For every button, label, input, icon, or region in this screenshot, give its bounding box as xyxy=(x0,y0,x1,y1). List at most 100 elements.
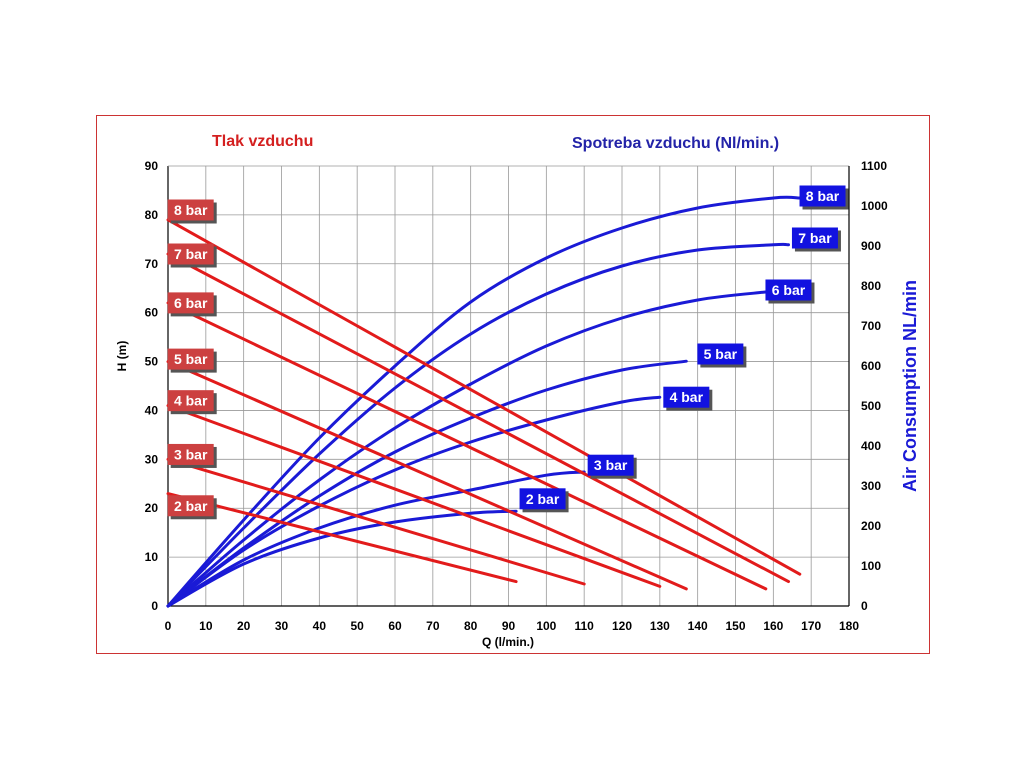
title-left: Tlak vzduchu xyxy=(212,133,313,150)
x-tick-labels: 0 10 20 30 40 50 60 70 80 90 100 110 120 130 140 150 160… xyxy=(165,619,860,633)
x-axis-label: Q (l/min.) xyxy=(482,635,534,649)
x-tick-label: 30 xyxy=(275,619,289,633)
head-tags: 8 bar 7 bar 6 bar 5 bar 4 bar 3 bar 2 bar xyxy=(167,199,217,520)
air-series-line xyxy=(166,290,768,608)
y2-tick-label: 800 xyxy=(861,279,881,293)
y-tick-label: 10 xyxy=(145,550,159,564)
air-tag-label: 4 bar xyxy=(670,389,704,405)
x-tick-label: 140 xyxy=(688,619,708,633)
x-tick-label: 20 xyxy=(237,619,251,633)
x-tick-label: 110 xyxy=(574,619,594,633)
air-series-line xyxy=(166,395,662,608)
head-tag: 5 bar xyxy=(167,348,217,373)
y-tick-label: 0 xyxy=(151,599,158,613)
x-tick-label: 160 xyxy=(763,619,783,633)
title-right: Spotreba vzduchu (Nl/min.) xyxy=(572,135,779,152)
y2-tick-label: 500 xyxy=(861,399,881,413)
y2-tick-label: 100 xyxy=(861,559,881,573)
y2-tick-label: 1100 xyxy=(861,159,887,173)
y-tick-label: 80 xyxy=(145,208,159,222)
chart-frame xyxy=(96,115,930,654)
head-tag-box xyxy=(167,243,214,265)
head-tag-label: 7 bar xyxy=(174,246,208,262)
head-tag-label: 2 bar xyxy=(174,498,208,514)
y2-tick-label: 900 xyxy=(861,239,881,253)
air-series-line xyxy=(166,359,688,608)
y-tick-label: 40 xyxy=(145,403,159,417)
air-tag-label: 7 bar xyxy=(798,230,832,246)
x-tick-label: 130 xyxy=(650,619,670,633)
head-tag-label: 4 bar xyxy=(174,393,208,409)
y2-tick-label: 1000 xyxy=(861,199,888,213)
air-tag-box xyxy=(663,386,710,408)
x-tick-label: 100 xyxy=(536,619,556,633)
head-tag-label: 6 bar xyxy=(174,295,208,311)
air-tag: 8 bar xyxy=(799,185,849,210)
head-tag: 2 bar xyxy=(167,495,217,520)
x-tick-label: 90 xyxy=(502,619,516,633)
head-tag-box xyxy=(167,443,214,465)
head-series-line xyxy=(166,252,790,584)
y-tick-label: 20 xyxy=(145,501,159,515)
y2-tick-label: 400 xyxy=(861,439,881,453)
air-tag-box xyxy=(519,488,566,510)
grid xyxy=(167,165,850,607)
head-tag-label: 3 bar xyxy=(174,446,208,462)
air-tags: 8 bar 7 bar 6 bar 5 bar 4 bar 3 bar 2 bar xyxy=(519,185,849,513)
x-tick-label: 0 xyxy=(165,619,172,633)
air-tag: 7 bar xyxy=(791,227,841,252)
air-tag: 6 bar xyxy=(765,279,815,304)
air-tag-label: 2 bar xyxy=(526,491,560,507)
air-tag: 5 bar xyxy=(697,343,747,368)
air-tag-box xyxy=(791,227,838,249)
y2-tick-labels: 0 100 200 300 400 500 600 700 800 900 1000 1100 xyxy=(861,159,888,613)
x-tick-label: 80 xyxy=(464,619,478,633)
y-tick-label: 50 xyxy=(145,355,159,369)
head-series-line xyxy=(166,404,662,588)
head-series-line xyxy=(166,218,802,576)
head-tag: 6 bar xyxy=(167,292,217,317)
y2-tick-label: 700 xyxy=(861,319,881,333)
x-tick-label: 40 xyxy=(313,619,327,633)
head-series-line xyxy=(166,492,518,584)
x-tick-label: 180 xyxy=(839,619,859,633)
head-series-line xyxy=(166,360,688,591)
x-tick-label: 60 xyxy=(388,619,402,633)
y-tick-label: 90 xyxy=(145,159,159,173)
y-tick-label: 70 xyxy=(145,257,159,271)
head-tag-box xyxy=(167,390,214,412)
head-tag-box xyxy=(167,495,214,517)
x-tick-label: 50 xyxy=(350,619,364,633)
head-tag-label: 8 bar xyxy=(174,202,208,218)
air-tag-box xyxy=(765,279,812,301)
y2-axis-label: Air Consumption NL/min xyxy=(900,280,920,492)
air-tag: 4 bar xyxy=(663,386,713,411)
head-tag-box xyxy=(167,199,214,221)
air-tag-label: 5 bar xyxy=(704,346,738,362)
air-tag-label: 8 bar xyxy=(806,188,840,204)
head-tag-box xyxy=(167,292,214,314)
x-tick-label: 70 xyxy=(426,619,440,633)
y2-tick-label: 200 xyxy=(861,519,881,533)
air-series-line xyxy=(166,470,586,608)
head-series-line xyxy=(166,457,586,586)
air-series-line xyxy=(166,509,518,608)
y-axis-label: H (m) xyxy=(115,341,129,372)
head-tag: 8 bar xyxy=(167,199,217,224)
y2-tick-label: 600 xyxy=(861,359,881,373)
head-tag-box xyxy=(167,348,214,370)
air-series-line xyxy=(166,242,790,608)
x-tick-label: 150 xyxy=(725,619,745,633)
y2-tick-label: 300 xyxy=(861,479,881,493)
head-tag: 7 bar xyxy=(167,243,217,268)
x-tick-label: 120 xyxy=(612,619,632,633)
air-tag-label: 6 bar xyxy=(772,282,806,298)
air-tag-label: 3 bar xyxy=(594,457,628,473)
head-tag: 4 bar xyxy=(167,390,217,415)
y-tick-labels: 0 10 20 30 40 50 60 70 80 90 xyxy=(145,159,159,613)
y2-tick-label: 0 xyxy=(861,599,868,613)
head-series xyxy=(166,218,802,591)
y-tick-label: 60 xyxy=(145,306,159,320)
x-tick-label: 170 xyxy=(801,619,821,633)
